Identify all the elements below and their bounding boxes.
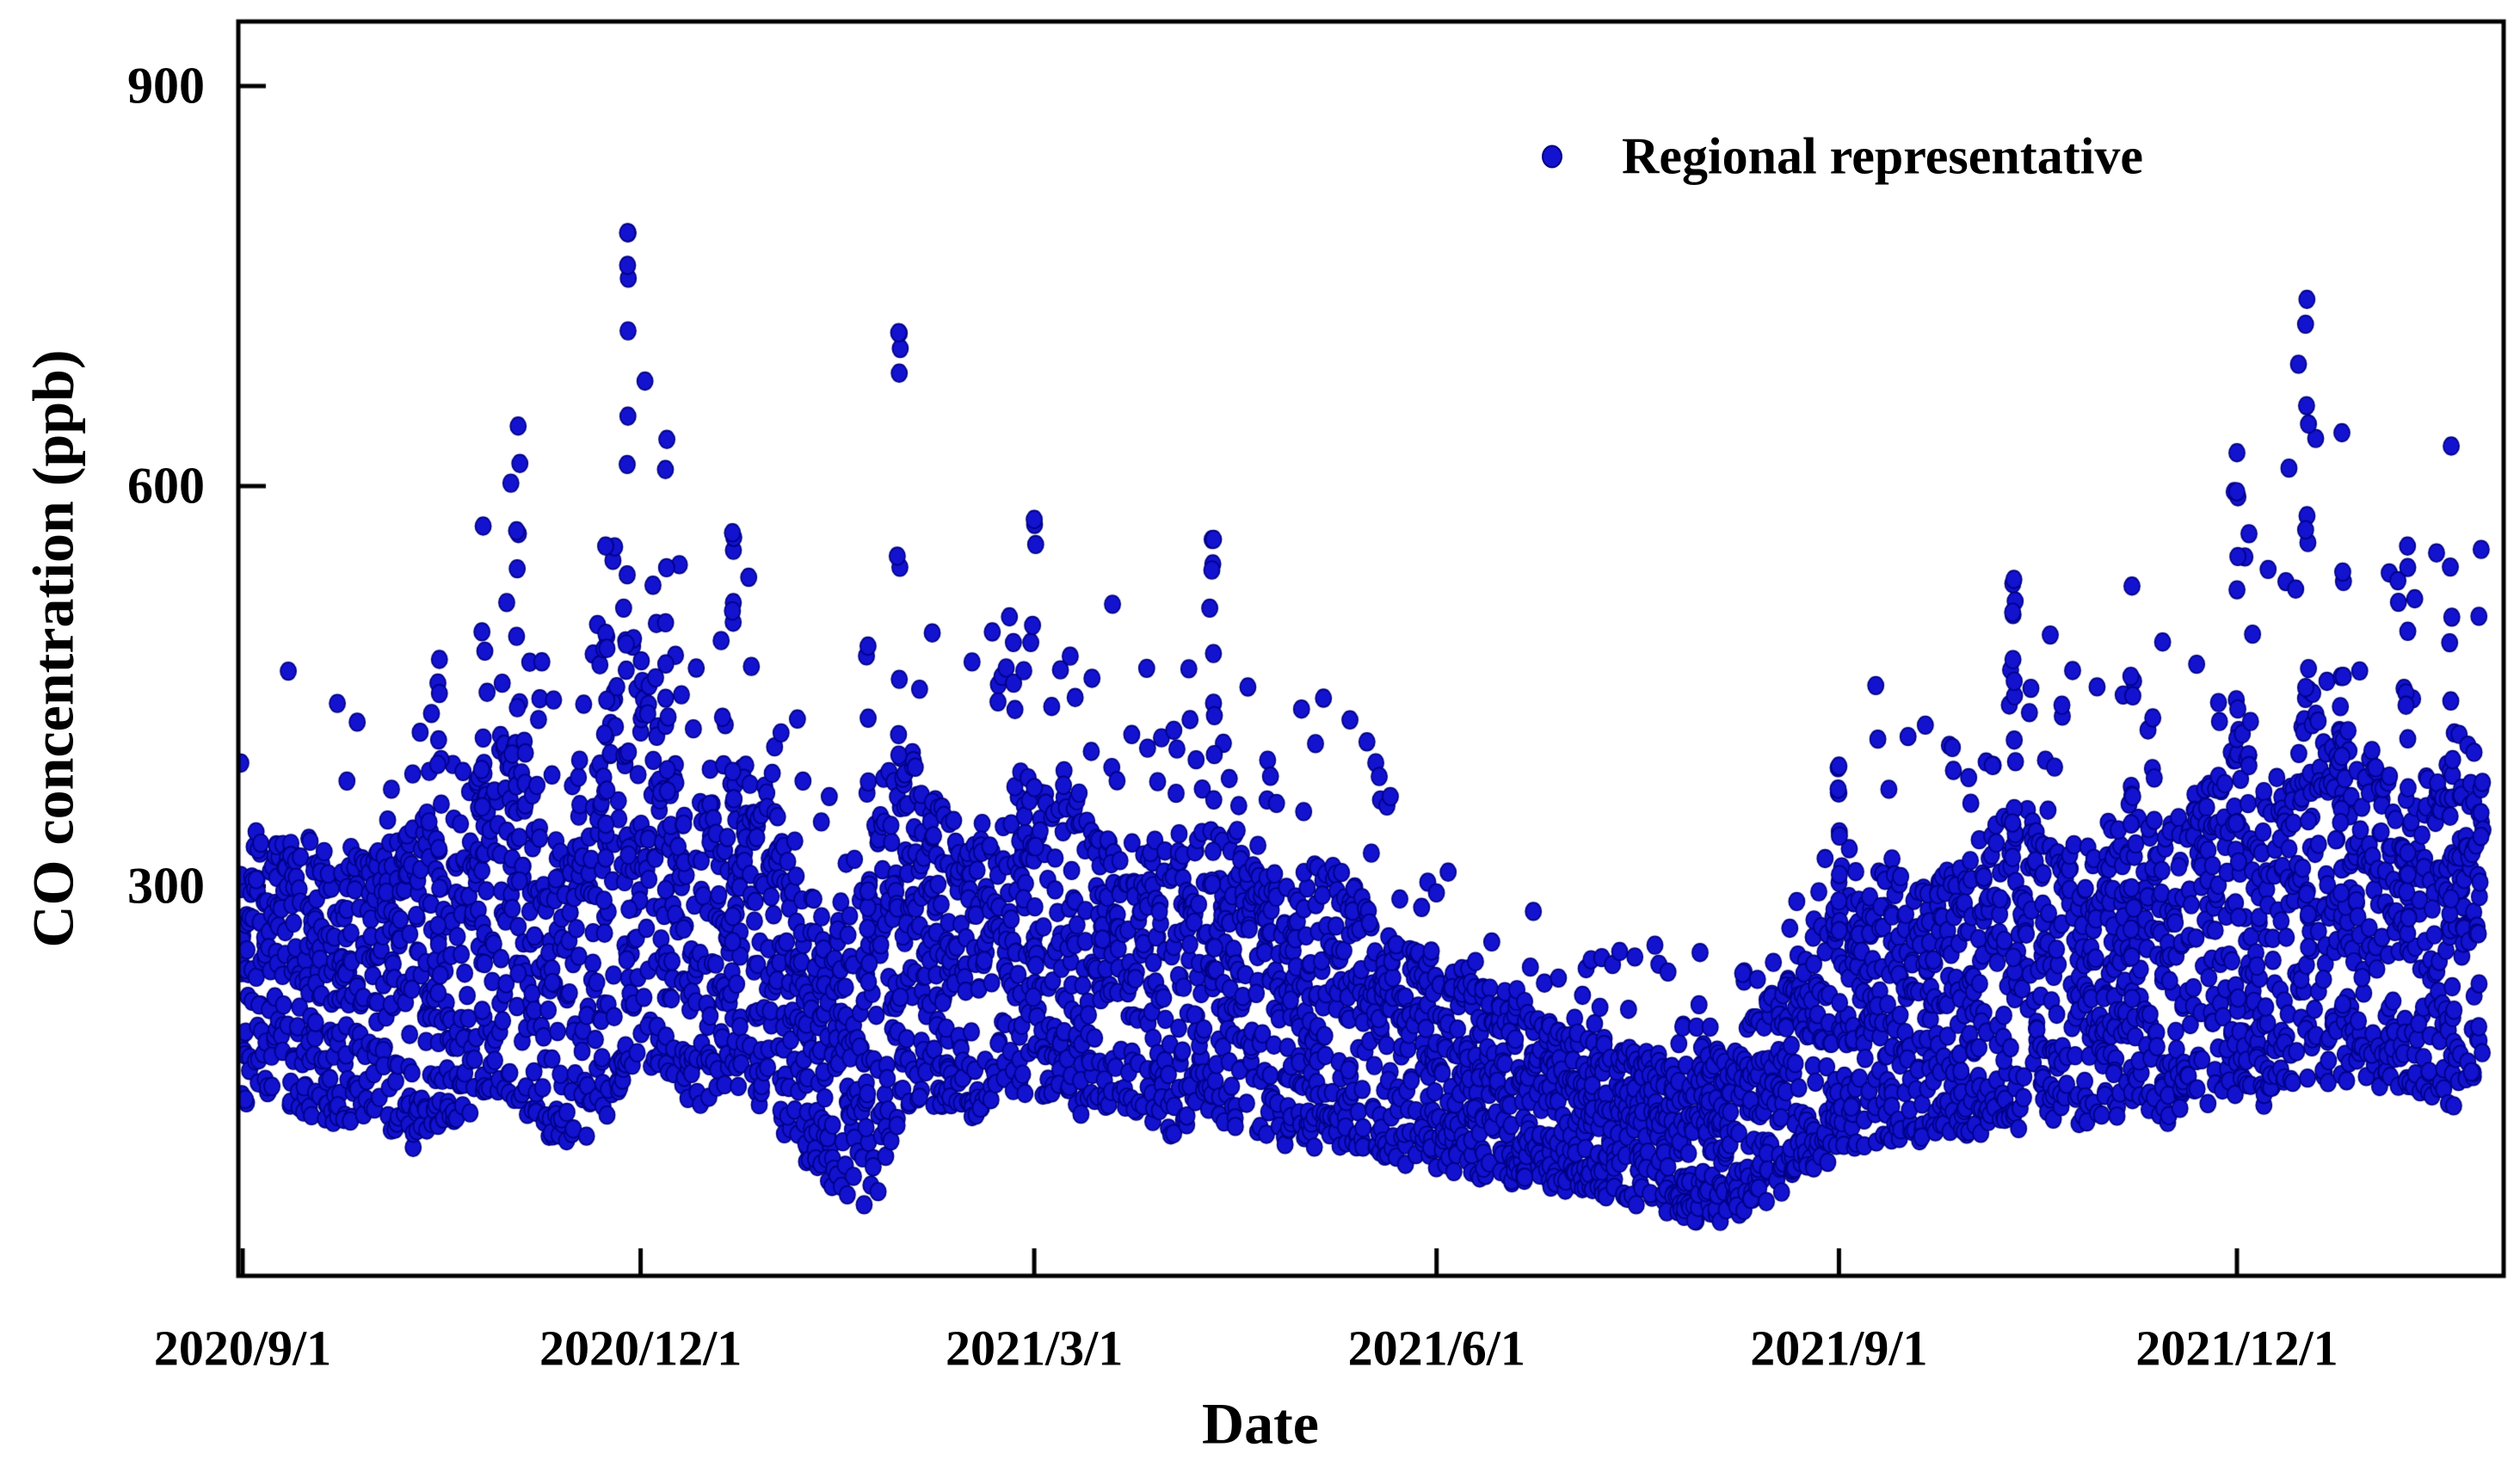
x-tick-label-2021-12-1: 2021/12/1 [2135,1320,2338,1377]
x-tick-label-2021-6-1: 2021/6/1 [1347,1320,1525,1377]
legend-marker-dot-icon [1542,145,1562,169]
x-tick-label-2020-9-1: 2020/9/1 [153,1320,332,1377]
y-axis-title: CO concentration (ppb) [20,349,86,948]
x-tick-label-2021-3-1: 2021/3/1 [945,1320,1124,1377]
x-tick-label-2020-12-1: 2020/12/1 [539,1320,742,1377]
y-tick-label-300: 300 [127,857,205,915]
y-tick-label-600: 600 [127,457,205,514]
y-tick-label-900: 900 [127,57,205,114]
x-tick-label-2021-9-1: 2021/9/1 [1750,1320,1928,1377]
x-axis-title: Date [1202,1390,1319,1457]
legend-label: Regional representative [1622,127,2144,185]
